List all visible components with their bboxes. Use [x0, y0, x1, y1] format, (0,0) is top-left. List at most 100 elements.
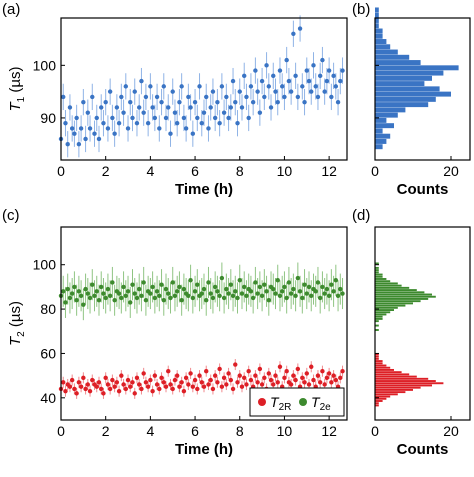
legend-label-subscript: 2e	[320, 402, 332, 413]
data-point	[244, 293, 249, 298]
data-point	[119, 94, 124, 100]
data-point	[157, 126, 162, 131]
histogram-bar	[375, 23, 379, 29]
histogram-bar	[375, 102, 429, 108]
data-point	[119, 295, 124, 301]
data-point	[166, 105, 171, 110]
data-point	[170, 386, 175, 392]
data-point	[221, 375, 227, 381]
panel-b-histogram: 0 20 Counts (b)	[352, 1, 471, 198]
panel-label: (d)	[352, 207, 370, 224]
data-point	[134, 120, 140, 126]
data-point	[172, 377, 178, 383]
x-tick-label: 0	[371, 423, 379, 439]
data-point	[208, 377, 213, 383]
data-point	[125, 377, 131, 383]
legend-label-symbol: T	[311, 394, 321, 410]
legend-label-subscript: 2R	[279, 402, 292, 413]
histogram-bar	[375, 75, 432, 81]
histogram-bar	[375, 262, 379, 265]
data-point	[141, 280, 146, 285]
data-point	[340, 291, 345, 296]
data-point	[166, 368, 171, 374]
data-point	[324, 78, 330, 84]
histogram-bar	[375, 306, 398, 309]
histogram-bar	[375, 362, 383, 365]
data-point	[273, 89, 278, 94]
data-point	[257, 366, 263, 372]
data-point	[257, 110, 263, 115]
data-point	[335, 293, 341, 298]
data-point	[148, 377, 153, 383]
data-point	[322, 89, 327, 94]
data-point	[137, 105, 142, 110]
data-point	[300, 84, 305, 89]
histogram-bar	[375, 112, 398, 118]
data-point	[340, 68, 345, 73]
histogram-bar	[375, 317, 383, 320]
histogram-bar	[375, 400, 383, 402]
histogram-bar	[375, 128, 383, 134]
data-point	[130, 380, 135, 385]
data-point	[81, 99, 86, 105]
data-point	[226, 291, 231, 296]
data-point	[69, 126, 75, 131]
data-point	[186, 293, 191, 298]
data-point	[181, 115, 187, 121]
data-point	[192, 377, 198, 383]
data-point	[215, 99, 220, 105]
data-point	[230, 293, 236, 298]
data-point	[233, 362, 238, 367]
plot-frame	[374, 17, 471, 161]
x-tick-label: 4	[146, 163, 154, 179]
data-point	[326, 68, 332, 73]
histogram-bar	[375, 397, 387, 400]
data-point	[172, 110, 178, 115]
data-point	[81, 302, 86, 307]
data-point	[237, 89, 242, 94]
histogram-bar	[375, 360, 383, 363]
data-point	[228, 282, 234, 287]
data-point	[72, 131, 77, 136]
data-point	[78, 126, 84, 131]
data-point	[206, 126, 211, 131]
data-point	[293, 377, 298, 383]
data-point	[87, 295, 93, 301]
histogram-bar	[375, 388, 413, 391]
data-point	[255, 89, 260, 94]
x-tick-label: 2	[102, 423, 110, 439]
histogram-series	[375, 262, 436, 331]
data-point	[331, 73, 336, 79]
data-point	[248, 377, 254, 383]
data-point	[242, 375, 247, 381]
data-point	[326, 293, 332, 298]
histogram-bar	[375, 44, 391, 50]
data-point	[304, 371, 309, 376]
data-point	[183, 375, 189, 381]
data-point	[206, 280, 211, 285]
data-point	[228, 105, 234, 110]
data-point	[335, 99, 341, 105]
data-point	[253, 280, 258, 285]
data-point	[271, 286, 276, 292]
data-point	[224, 382, 229, 387]
histogram-bar	[375, 371, 402, 374]
histogram-bar	[375, 39, 387, 44]
data-point	[268, 377, 274, 383]
data-point	[103, 99, 108, 105]
data-point	[101, 291, 106, 296]
data-point	[141, 110, 146, 115]
data-point	[148, 84, 153, 89]
data-point	[315, 373, 321, 378]
data-point	[90, 377, 95, 383]
data-point	[333, 84, 339, 89]
data-point	[313, 289, 318, 294]
plot-frame	[60, 226, 348, 421]
data-point	[302, 99, 307, 105]
data-point	[74, 115, 79, 121]
data-point	[157, 386, 162, 392]
histogram-bar	[375, 304, 406, 307]
data-point	[257, 284, 263, 290]
histogram-bar	[375, 54, 410, 60]
data-series	[58, 262, 345, 321]
